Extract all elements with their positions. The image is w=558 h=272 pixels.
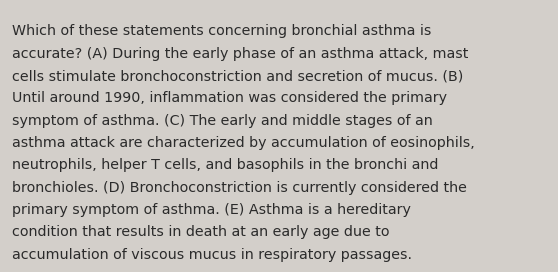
Text: Until around 1990, inflammation was considered the primary: Until around 1990, inflammation was cons… [12, 91, 448, 105]
Text: cells stimulate bronchoconstriction and secretion of mucus. (B): cells stimulate bronchoconstriction and … [12, 69, 464, 83]
Text: asthma attack are characterized by accumulation of eosinophils,: asthma attack are characterized by accum… [12, 136, 475, 150]
Text: accumulation of viscous mucus in respiratory passages.: accumulation of viscous mucus in respira… [12, 248, 412, 261]
Text: condition that results in death at an early age due to: condition that results in death at an ea… [12, 225, 390, 239]
Text: symptom of asthma. (C) The early and middle stages of an: symptom of asthma. (C) The early and mid… [12, 114, 433, 128]
Text: bronchioles. (D) Bronchoconstriction is currently considered the: bronchioles. (D) Bronchoconstriction is … [12, 181, 467, 194]
Text: accurate? (A) During the early phase of an asthma attack, mast: accurate? (A) During the early phase of … [12, 47, 469, 61]
Text: neutrophils, helper T cells, and basophils in the bronchi and: neutrophils, helper T cells, and basophi… [12, 158, 439, 172]
Text: primary symptom of asthma. (E) Asthma is a hereditary: primary symptom of asthma. (E) Asthma is… [12, 203, 411, 217]
Text: Which of these statements concerning bronchial asthma is: Which of these statements concerning bro… [12, 24, 432, 38]
